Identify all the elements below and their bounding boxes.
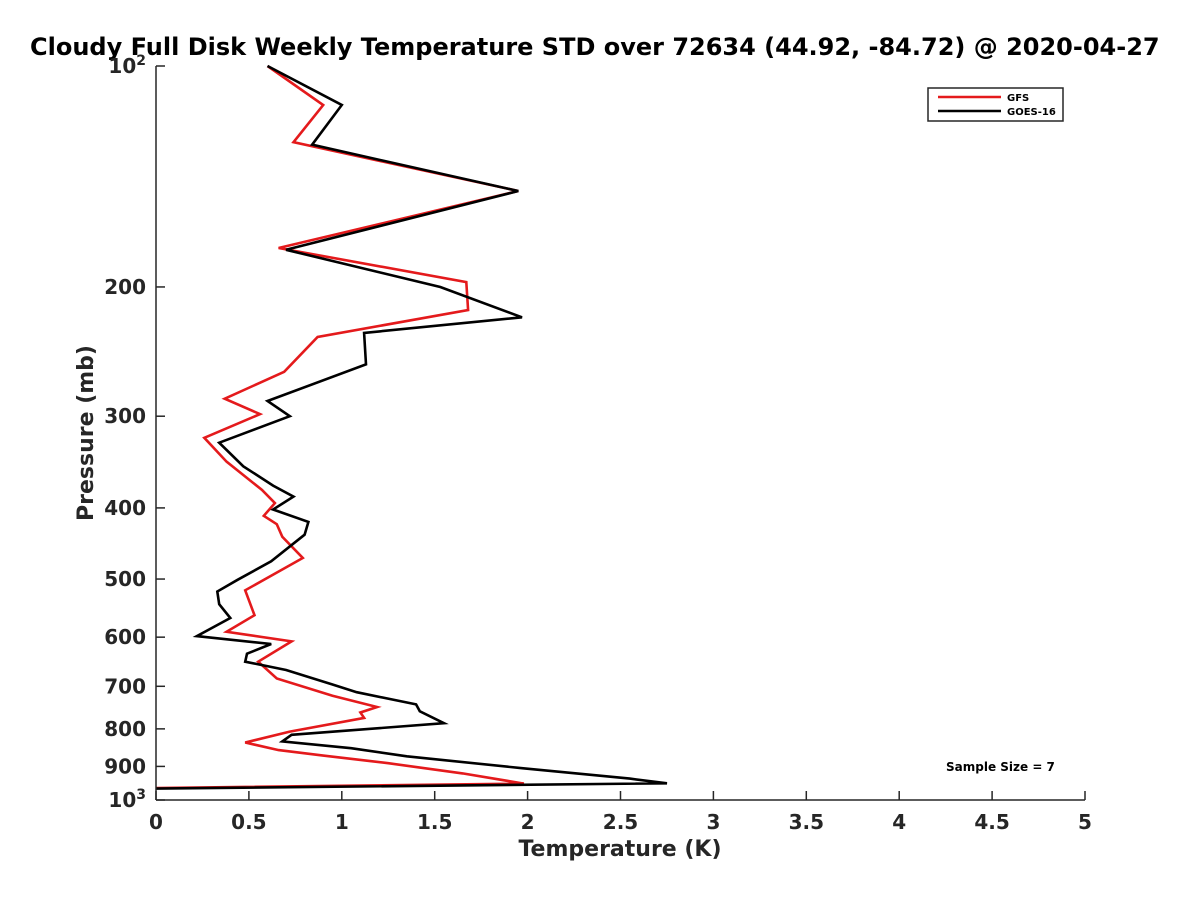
series-line-gfs (155, 64, 525, 790)
x-tick-label: 2 (521, 810, 535, 834)
x-tick-label: 2.5 (603, 810, 638, 834)
y-tick-label: 200 (104, 275, 146, 299)
series-line-goes-16 (155, 64, 668, 790)
y-tick-label: 900 (104, 754, 146, 778)
y-tick-label: 500 (104, 567, 146, 591)
y-tick-label: 800 (104, 717, 146, 741)
y-tick-label: 600 (104, 625, 146, 649)
y-tick-label: 300 (104, 404, 146, 428)
y-tick-label: 700 (104, 674, 146, 698)
legend-label-goes-16: GOES-16 (1007, 107, 1056, 118)
x-tick-label: 4 (892, 810, 906, 834)
x-tick-label: 4.5 (974, 810, 1009, 834)
plot-area: 0 0.5 1 1.5 2 2.5 3 3.5 4 4.5 5 102 200 300 400 500 600 7… (104, 53, 1092, 834)
x-tick-label: 3.5 (789, 810, 824, 834)
x-tick-label: 0 (149, 810, 163, 834)
legend-box (927, 87, 1064, 122)
x-tick-label: 3 (706, 810, 720, 834)
x-axis-label: Temperature (K) (518, 837, 721, 862)
legend-label-gfs: GFS (1007, 93, 1029, 104)
y-tick-label: 102 (108, 53, 146, 78)
sample-size-note: Sample Size = 7 (946, 760, 1055, 774)
y-axis-label: Pressure (mb) (74, 345, 99, 521)
x-tick-label: 0.5 (231, 810, 266, 834)
x-tick-label: 1.5 (417, 810, 452, 834)
axes-layer: 0 0.5 1 1.5 2 2.5 3 3.5 4 4.5 5 102 200 300 400 500 600 7… (104, 53, 1092, 834)
x-tick-label: 1 (335, 810, 349, 834)
y-tick-label: 103 (108, 787, 146, 812)
legend: GFS GOES-16 (927, 87, 1064, 122)
x-tick-label: 5 (1078, 810, 1092, 834)
chart-title: Cloudy Full Disk Weekly Temperature STD … (30, 33, 1160, 61)
series-layer (155, 64, 668, 790)
y-tick-label: 400 (104, 496, 146, 520)
